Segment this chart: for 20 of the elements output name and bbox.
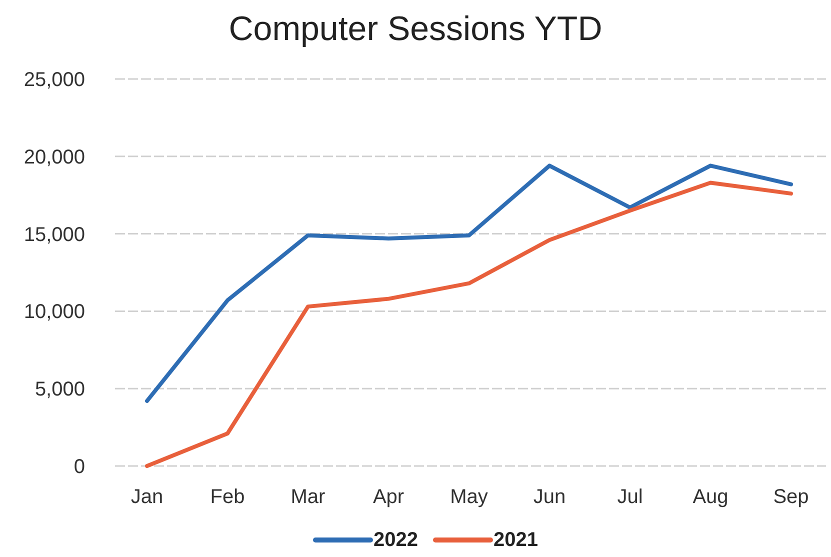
x-tick-label: Feb <box>210 486 245 508</box>
legend-label: 2021 <box>494 529 538 551</box>
legend-label: 2022 <box>374 529 418 551</box>
line-series <box>145 180 793 468</box>
x-tick-label: Jan <box>130 486 164 508</box>
line-series <box>145 164 793 403</box>
y-tick-label: 5,000 <box>34 378 85 401</box>
y-tick-label: 15,000 <box>24 224 85 246</box>
x-tick-label: May <box>450 486 488 508</box>
chart-title: Computer Sessions YTD <box>228 10 602 48</box>
x-tick-label: Sep <box>773 486 809 508</box>
y-tick-label: 0 <box>74 456 85 478</box>
x-tick-label: Mar <box>290 486 326 508</box>
y-tick-label: 10,000 <box>24 301 85 324</box>
x-tick-label: Jul <box>617 486 643 508</box>
y-tick-label: 25,000 <box>24 69 85 91</box>
y-tick-label: 20,000 <box>24 146 85 168</box>
x-tick-label: Jun <box>533 486 566 508</box>
x-tick-label: Aug <box>692 486 728 508</box>
x-tick-label: Apr <box>372 486 404 508</box>
